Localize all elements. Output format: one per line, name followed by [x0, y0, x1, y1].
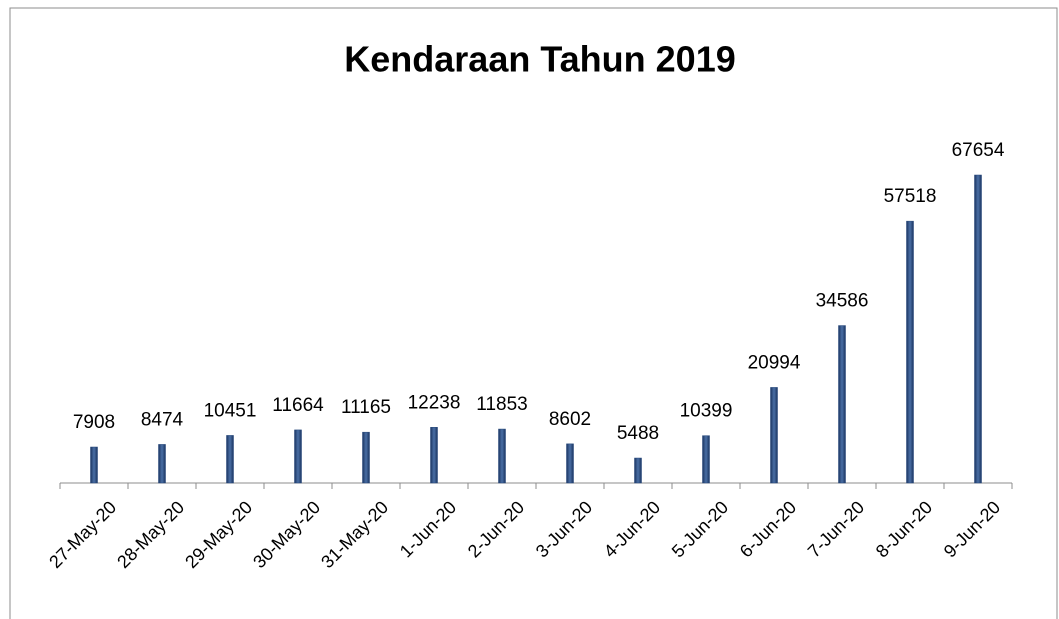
chart-title: Kendaraan Tahun 2019 [344, 39, 735, 80]
x-tick-label: 4-Jun-20 [600, 497, 664, 561]
data-label: 34586 [816, 291, 869, 312]
bar [906, 220, 914, 484]
bar [362, 431, 370, 484]
x-tick-label: 27-May-20 [45, 497, 120, 572]
data-label: 57518 [884, 186, 937, 207]
x-tick-label: 8-Jun-20 [872, 497, 936, 561]
data-label: 12238 [408, 392, 461, 413]
x-tick-label: 9-Jun-20 [940, 497, 1004, 561]
data-label: 10399 [680, 401, 733, 422]
x-tick-label: 3-Jun-20 [532, 497, 596, 561]
data-label: 11664 [272, 395, 324, 416]
x-tick-label: 6-Jun-20 [736, 497, 800, 561]
x-tick-label: 2-Jun-20 [464, 497, 528, 561]
data-label: 11165 [341, 397, 391, 418]
data-label: 20994 [748, 352, 801, 373]
data-label: 67654 [952, 140, 1005, 161]
x-tick-label: 31-May-20 [317, 497, 392, 572]
bar [90, 446, 98, 484]
data-label: 7908 [73, 412, 115, 433]
x-tick-label: 30-May-20 [249, 497, 324, 572]
x-tick-label: 1-Jun-20 [396, 497, 460, 561]
bar [294, 429, 302, 484]
bar [838, 325, 846, 484]
x-tick-label: 29-May-20 [181, 497, 256, 572]
bar [226, 435, 234, 484]
bar [566, 443, 574, 484]
x-tick-label: 7-Jun-20 [804, 497, 868, 561]
data-label: 5488 [617, 423, 659, 444]
bar [974, 174, 982, 484]
data-label: 10451 [204, 400, 257, 421]
bar [430, 427, 438, 484]
chart-border [9, 7, 1058, 619]
data-label: 11853 [476, 394, 527, 415]
data-label: 8474 [141, 409, 184, 430]
bar [634, 457, 642, 484]
data-label: 8602 [549, 409, 591, 430]
x-tick-label: 28-May-20 [113, 497, 188, 572]
bar [770, 387, 778, 484]
x-tick-label: 5-Jun-20 [668, 497, 732, 561]
bar [498, 428, 506, 484]
bar [702, 435, 710, 484]
bar [158, 444, 166, 484]
